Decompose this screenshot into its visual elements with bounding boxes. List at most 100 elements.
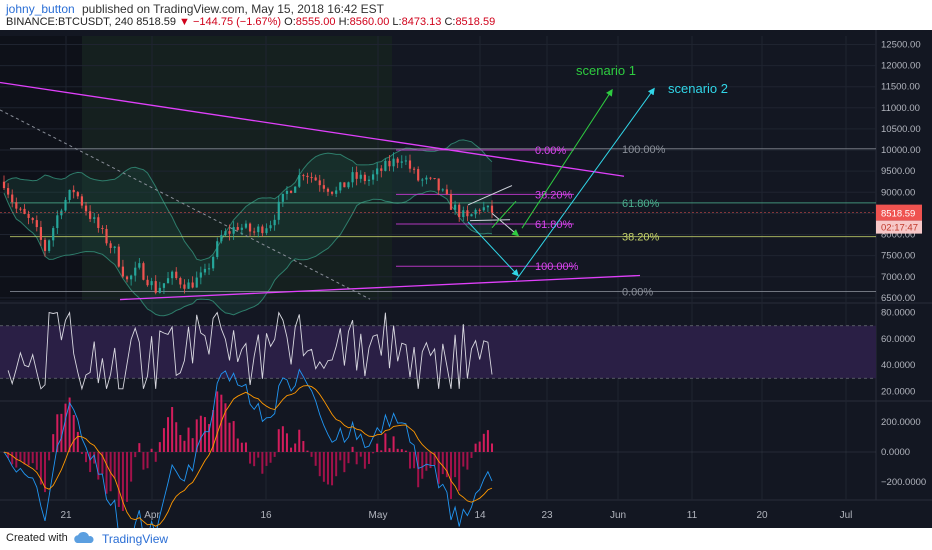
- macd-hist-bar: [376, 443, 379, 452]
- countdown-tag-bg: [876, 220, 922, 234]
- candle-body: [195, 277, 198, 288]
- fib-level-label: 38.20%: [622, 232, 660, 244]
- fib-level-label: 61.80%: [622, 198, 660, 210]
- candle-body: [80, 196, 84, 206]
- candle-body: [429, 177, 432, 179]
- candle-body: [7, 188, 10, 195]
- macd-hist-bar: [68, 397, 71, 452]
- macd-hist-bar: [285, 433, 288, 452]
- macd-hist-bar: [228, 422, 231, 452]
- macd-hist-bar: [466, 452, 469, 470]
- macd-hist-bar: [85, 452, 88, 463]
- last-price-tag-bg: [876, 204, 922, 221]
- x-tick-label: 20: [756, 510, 768, 521]
- created-with-label: Created with: [6, 532, 68, 544]
- high-label: H:: [338, 16, 350, 28]
- candle-body: [76, 192, 79, 197]
- candle-body: [175, 271, 178, 279]
- countdown-tag: 02:17:47: [881, 223, 918, 234]
- macd-hist-bar: [142, 452, 145, 470]
- dark-session-band: [0, 36, 82, 300]
- candle-body: [347, 182, 350, 188]
- macd-hist-bar: [126, 452, 129, 502]
- candle-body: [162, 283, 166, 288]
- candle-body: [220, 235, 223, 242]
- macd-hist-bar: [384, 433, 387, 452]
- macd-hist-bar: [404, 450, 407, 452]
- macd-hist-bar: [302, 441, 305, 452]
- macd-hist-bar: [44, 452, 47, 493]
- candle-body: [265, 228, 268, 234]
- candle-body: [244, 223, 248, 228]
- x-tick-label: 21: [60, 510, 72, 521]
- macd-hist-bar: [183, 440, 186, 452]
- candle-body: [298, 175, 301, 187]
- macd-hist-bar: [240, 442, 243, 452]
- macd-hist-bar: [76, 431, 79, 452]
- candle-body: [306, 175, 309, 178]
- candle-body: [466, 210, 469, 217]
- candle-body: [330, 191, 334, 194]
- symbol-name: BINANCE:BTCUSDT, 240: [6, 16, 134, 28]
- candle-body: [281, 193, 284, 202]
- candle-body: [490, 205, 494, 213]
- candle-body: [318, 180, 321, 186]
- candle-body: [187, 282, 190, 289]
- candle-body: [191, 282, 194, 288]
- wedge-line: [467, 185, 513, 206]
- chart-header: johny_button published on TradingView.co…: [0, 0, 932, 30]
- y-tick-label: 11500.00: [881, 82, 920, 93]
- candle-body: [437, 178, 440, 191]
- candle-body: [273, 219, 276, 226]
- macd-hist-bar: [331, 452, 334, 486]
- macd-hist-bar: [449, 452, 452, 499]
- candle-body: [134, 267, 137, 276]
- macd-hist-bar: [19, 452, 22, 461]
- candle-body: [425, 177, 428, 180]
- author-link[interactable]: johny_button: [6, 2, 75, 16]
- macd-tick-label: 0.0000: [881, 447, 910, 458]
- macd-hist-bar: [339, 452, 342, 461]
- candle-body: [113, 246, 116, 248]
- macd-hist-bar: [445, 452, 448, 478]
- candle-body: [146, 279, 149, 286]
- macd-hist-bar: [294, 443, 297, 452]
- arrow-down-large: [467, 221, 519, 277]
- macd-hist-bar: [261, 452, 264, 474]
- candle-body: [478, 209, 481, 211]
- candle-body: [441, 189, 444, 191]
- tradingview-brand[interactable]: TradingView: [102, 532, 169, 546]
- fib-level-label: 0.00%: [622, 287, 653, 299]
- rsi-tick-label: 80.0000: [881, 308, 915, 319]
- candle-body: [388, 160, 391, 167]
- candle-body: [470, 214, 473, 217]
- macd-hist-bar: [265, 452, 268, 466]
- candle-body: [216, 241, 219, 257]
- candle-body: [64, 199, 67, 211]
- macd-hist-bar: [27, 452, 30, 466]
- lower-trendline: [119, 274, 641, 301]
- macd-hist-bar: [343, 452, 346, 473]
- candle-body: [458, 204, 461, 218]
- macd-hist-bar: [318, 452, 321, 477]
- candle-body: [343, 182, 346, 188]
- x-tick-label: Jul: [840, 510, 853, 521]
- macd-hist-bar: [310, 452, 313, 457]
- chart-canvas[interactable]: 0.00% 38.20% 61.80% 100.00% 0.00% 38.20% 61.80…: [0, 30, 932, 528]
- candle-body: [43, 239, 47, 251]
- candle-body: [97, 217, 100, 228]
- candle-body: [166, 278, 170, 284]
- fib-minor-label: 0.00%: [535, 145, 566, 157]
- candle-body: [199, 272, 202, 278]
- macd-hist-bar: [269, 452, 272, 463]
- macd-hist-bar: [195, 419, 198, 452]
- macd-tick-label: −200.0000: [881, 477, 926, 488]
- y-tick-label: 9500.00: [881, 166, 915, 177]
- candle-body: [236, 227, 239, 230]
- candle-body: [212, 256, 215, 269]
- macd-hist-bar: [454, 452, 457, 478]
- scenario-1-arrow: [521, 88, 613, 229]
- candle-body: [72, 189, 75, 193]
- macd-hist-bar: [433, 452, 436, 466]
- candle-body: [482, 207, 485, 211]
